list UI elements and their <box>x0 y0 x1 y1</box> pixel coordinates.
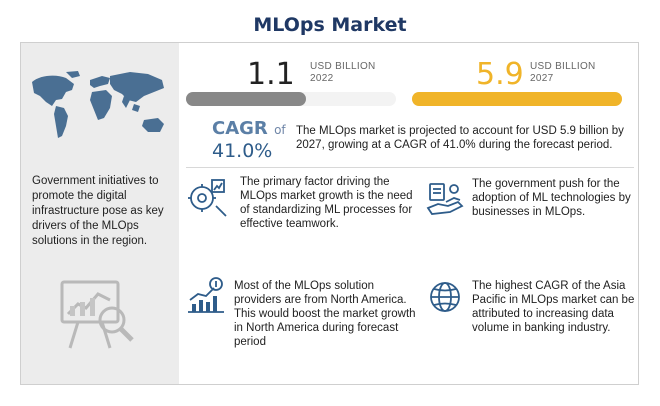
cagr-label: CAGR of <box>212 118 286 139</box>
globe-icon <box>430 282 460 312</box>
divider-horizontal <box>186 167 634 168</box>
left-panel-text: Government initiatives to promote the di… <box>32 175 164 247</box>
market-summary: The MLOps market is projected to account… <box>296 125 624 151</box>
card-text-government-push: The government push for the adoption of … <box>472 178 631 218</box>
stat-value-2022: 1.1 <box>247 57 295 92</box>
cagr-text: CAGR <box>212 118 268 139</box>
card-text-ml-process: The primary factor driving the MLOps mar… <box>240 176 413 230</box>
world-map-icon <box>32 71 164 138</box>
stat-unit-2027: USD BILLION <box>530 61 596 72</box>
bar-fill-2022 <box>186 92 306 106</box>
stat-value-2027: 5.9 <box>476 57 524 92</box>
page-title: MLOps Market <box>253 14 407 36</box>
growth-chart-icon <box>188 277 224 313</box>
stat-year-2027: 2027 <box>530 73 554 84</box>
stat-unit-2022: USD BILLION <box>310 61 376 72</box>
bar-fill-2027 <box>412 92 622 106</box>
card-text-north-america: Most of the MLOps solution providers are… <box>234 280 416 348</box>
government-push-icon <box>426 183 464 215</box>
cagr-value: 41.0% <box>212 140 273 162</box>
ml-process-icon <box>188 179 227 217</box>
cagr-of: of <box>274 123 286 137</box>
analytics-board-icon <box>60 280 134 349</box>
card-text-asia-pacific: The highest CAGR of the Asia Pacific in … <box>472 280 635 334</box>
stat-year-2022: 2022 <box>310 73 334 84</box>
